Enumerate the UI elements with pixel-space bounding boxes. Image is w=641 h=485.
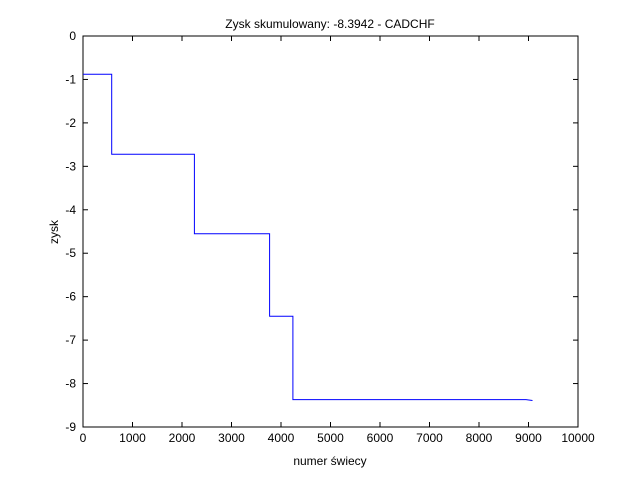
x-tick-label: 4000 bbox=[268, 431, 295, 445]
x-axis-label: numer świecy bbox=[293, 454, 366, 468]
plot-area bbox=[82, 35, 579, 428]
x-tick-label: 6000 bbox=[367, 431, 394, 445]
x-tick-label: 7000 bbox=[416, 431, 443, 445]
y-tick-label: -8 bbox=[65, 377, 76, 391]
y-tick-label: -5 bbox=[65, 246, 76, 260]
x-axis: 0 1000 2000 3000 4000 5000 6000 7000 8000 9000 100… bbox=[80, 36, 595, 445]
y-tick-label: -2 bbox=[65, 116, 76, 130]
x-tick-label: 5000 bbox=[317, 431, 344, 445]
y-tick-label: -4 bbox=[65, 203, 76, 217]
series-layer bbox=[83, 73, 533, 401]
series-line bbox=[83, 73, 533, 401]
x-tick-label: 9000 bbox=[515, 431, 542, 445]
y-axis: 0 -1 -2 -3 -4 -5 -6 -7 -8 -9 bbox=[65, 29, 578, 434]
y-tick-label: -6 bbox=[65, 290, 76, 304]
x-tick-label: 8000 bbox=[466, 431, 493, 445]
x-tick-label: 10000 bbox=[561, 431, 595, 445]
x-tick-label: 3000 bbox=[218, 431, 245, 445]
y-tick-label: -7 bbox=[65, 333, 76, 347]
y-tick-label: 0 bbox=[69, 29, 76, 43]
y-tick-label: -1 bbox=[65, 72, 76, 86]
chart-title: Zysk skumulowany: -8.3942 - CADCHF bbox=[225, 17, 434, 31]
y-tick-label: -9 bbox=[65, 420, 76, 434]
x-tick-label: 2000 bbox=[169, 431, 196, 445]
y-tick-label: -3 bbox=[65, 159, 76, 173]
x-tick-label: 1000 bbox=[119, 431, 146, 445]
x-tick-label: 0 bbox=[80, 431, 87, 445]
y-axis-label: zysk bbox=[47, 219, 61, 244]
